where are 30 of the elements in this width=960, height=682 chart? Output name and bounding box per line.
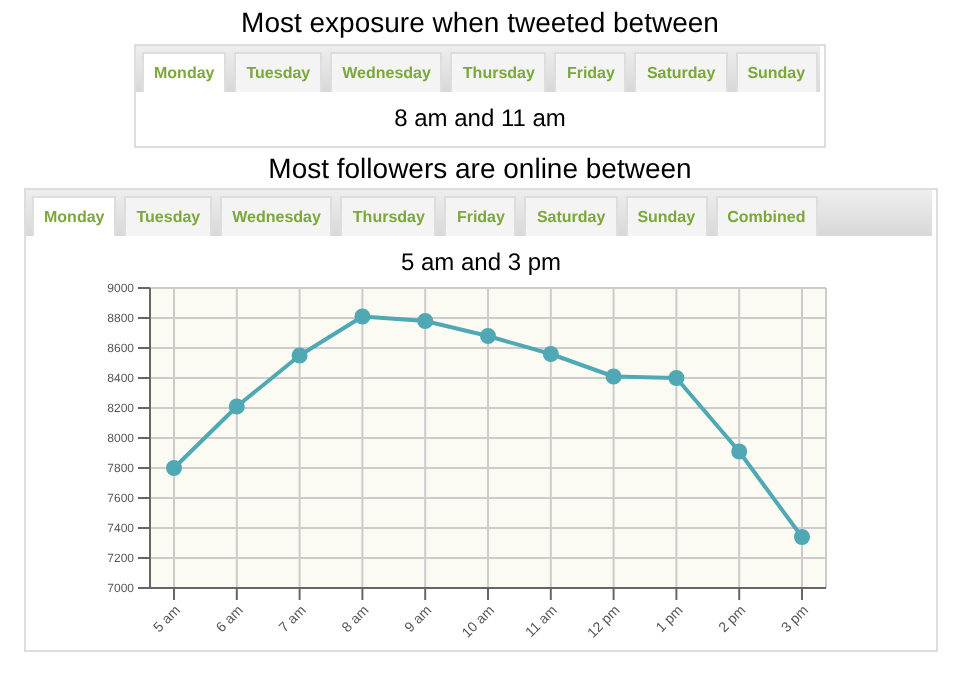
- text: Sunday: [735, 52, 818, 92]
- text: Monday: [142, 52, 227, 92]
- text: Tuesday: [234, 52, 323, 92]
- text: Combined: [715, 196, 818, 236]
- text: Saturday: [634, 52, 728, 92]
- point: [480, 328, 496, 344]
- chart-subtitle: 5 am and 3 pm: [398, 248, 564, 276]
- text: Sunday: [625, 196, 708, 236]
- text: Thursday: [450, 52, 547, 92]
- point: [228, 398, 245, 415]
- text: Wednesday: [220, 196, 333, 236]
- point: [731, 443, 748, 460]
- point: [166, 460, 182, 476]
- text: Saturday: [524, 196, 618, 236]
- text: Wednesday: [330, 52, 443, 92]
- point: [668, 370, 685, 386]
- text: Most exposure when tweeted between: [239, 4, 721, 42]
- text: 8 am and 11 am: [392, 104, 568, 132]
- point: [291, 347, 308, 364]
- text: Friday: [444, 196, 517, 236]
- text: Monday: [32, 196, 117, 236]
- chart-title: Most followers are online between: [266, 150, 694, 188]
- point: [354, 308, 371, 325]
- point: [417, 313, 434, 329]
- text: Thursday: [340, 196, 437, 236]
- point: [794, 529, 810, 545]
- text: Friday: [554, 52, 627, 92]
- point: [542, 346, 559, 362]
- text: Tuesday: [124, 196, 213, 236]
- point: [605, 368, 622, 385]
